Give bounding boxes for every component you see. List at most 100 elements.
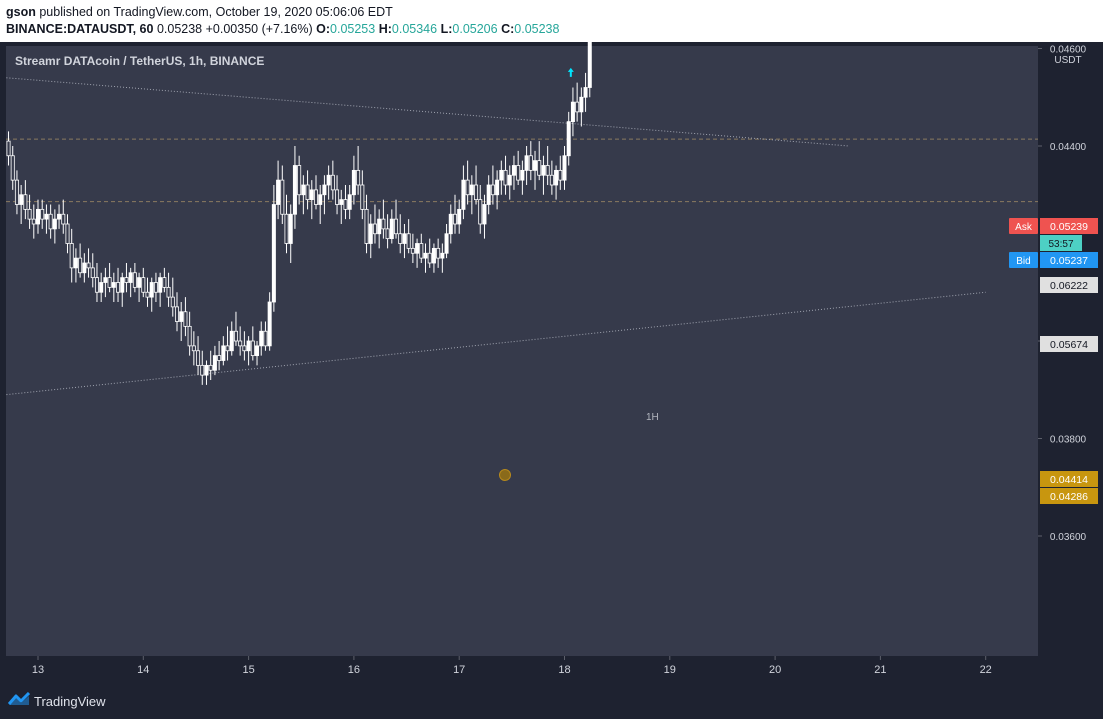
candle bbox=[179, 302, 184, 341]
candle bbox=[267, 292, 272, 351]
candle bbox=[419, 233, 424, 263]
currency-label: USDT bbox=[1054, 55, 1081, 66]
candle bbox=[103, 267, 108, 298]
candle bbox=[562, 146, 567, 190]
candle bbox=[423, 243, 428, 273]
time-axis[interactable]: 13 14 15 16 17 18 19 20 21 22 bbox=[32, 656, 992, 676]
candle bbox=[575, 82, 580, 122]
candle bbox=[204, 360, 209, 385]
price-label-value: 53:57 bbox=[1048, 239, 1073, 250]
candle bbox=[347, 185, 352, 220]
candle bbox=[335, 175, 340, 215]
x-tick-label: 21 bbox=[874, 664, 886, 676]
y-tick-label: 0.04600 bbox=[1050, 45, 1087, 56]
candle bbox=[330, 160, 335, 200]
candle bbox=[503, 155, 508, 195]
candle bbox=[23, 180, 28, 220]
candle bbox=[263, 321, 268, 351]
candle bbox=[554, 165, 559, 200]
candle bbox=[61, 199, 66, 234]
horizontal-levels bbox=[6, 138, 1038, 203]
price-label-value: 0.04414 bbox=[1050, 474, 1088, 486]
author-name[interactable]: gson bbox=[6, 5, 36, 19]
x-tick-label: 20 bbox=[769, 664, 781, 676]
candle bbox=[128, 267, 133, 298]
high-value: 0.05346 bbox=[391, 22, 438, 36]
candle bbox=[297, 155, 302, 205]
publish-header: gson published on TradingView.com, Octob… bbox=[0, 0, 1103, 42]
candle bbox=[183, 297, 188, 337]
candle bbox=[570, 87, 575, 137]
candle bbox=[469, 175, 474, 215]
candlestick-chart[interactable]: 1H Streamr DATAcoin / TetherUS, 1h, BINA… bbox=[0, 0, 1103, 682]
candle bbox=[427, 238, 432, 268]
candle bbox=[200, 350, 205, 385]
candle bbox=[158, 272, 163, 307]
candle bbox=[229, 321, 234, 356]
price-label-bid: Bid 0.05237 bbox=[1009, 252, 1098, 268]
event-marker-icon[interactable] bbox=[499, 469, 511, 481]
candle bbox=[280, 165, 285, 224]
candle bbox=[313, 175, 318, 210]
close-value: 0.05238 bbox=[514, 22, 560, 36]
candle bbox=[225, 326, 230, 361]
price-label-value: 0.05239 bbox=[1050, 221, 1088, 233]
candle bbox=[10, 146, 15, 190]
price-label-value: 0.06222 bbox=[1050, 280, 1088, 292]
candle bbox=[305, 170, 310, 210]
low-value: 0.05206 bbox=[452, 22, 498, 36]
candle bbox=[149, 277, 154, 312]
candle bbox=[368, 214, 373, 259]
candle bbox=[44, 204, 49, 234]
candle bbox=[478, 185, 483, 234]
y-tick-label: 0.03800 bbox=[1050, 435, 1087, 446]
price-label-gold-low: 0.04286 bbox=[1040, 488, 1098, 504]
trendline[interactable] bbox=[6, 291, 986, 396]
candle bbox=[82, 253, 87, 283]
candle bbox=[452, 194, 457, 234]
candle bbox=[448, 204, 453, 244]
candle bbox=[90, 253, 95, 288]
price-labels: Ask 0.05239 53:57 Bid 0.05237 0.06222 0.05674 0… bbox=[1009, 218, 1098, 504]
candle bbox=[187, 311, 192, 356]
candle bbox=[351, 155, 356, 205]
symbol-ohlc-line: BINANCE:DATAUSDT, 60 0.05238 +0.00350 (+… bbox=[6, 22, 559, 36]
x-tick-label: 22 bbox=[980, 664, 992, 676]
tradingview-brand[interactable]: TradingView bbox=[34, 694, 106, 709]
price-label-value: 0.05237 bbox=[1050, 255, 1088, 267]
price-label-ask: Ask 0.05239 bbox=[1009, 218, 1098, 234]
tradingview-logo-icon[interactable] bbox=[8, 692, 30, 706]
candle bbox=[19, 185, 24, 224]
chart-area[interactable]: 1H Streamr DATAcoin / TetherUS, 1h, BINA… bbox=[0, 0, 1103, 682]
candle bbox=[461, 165, 466, 220]
candle bbox=[78, 243, 83, 278]
candle bbox=[326, 165, 331, 200]
x-tick-label: 15 bbox=[242, 664, 254, 676]
price-label-level-b: 0.05674 bbox=[1040, 336, 1098, 352]
last-price: 0.05238 bbox=[156, 22, 203, 36]
candle bbox=[482, 194, 487, 239]
candle bbox=[410, 233, 415, 263]
candle bbox=[524, 146, 529, 185]
candle bbox=[191, 331, 196, 366]
y-tick-label: 0.04400 bbox=[1050, 142, 1087, 153]
published-text: published on TradingView.com, October 19… bbox=[39, 5, 393, 19]
symbol-name: BINANCE:DATAUSDT, 60 bbox=[6, 22, 154, 36]
candle bbox=[558, 155, 563, 190]
candle bbox=[440, 243, 445, 273]
timeframe-annotation: 1H bbox=[646, 412, 659, 423]
candle bbox=[238, 326, 243, 356]
candle bbox=[457, 199, 462, 234]
candle bbox=[372, 204, 377, 244]
low-label: L: bbox=[440, 22, 453, 36]
candle bbox=[309, 180, 314, 220]
candle bbox=[415, 238, 420, 268]
chart-title: Streamr DATAcoin / TetherUS, 1h, BINANCE bbox=[15, 54, 264, 68]
candle bbox=[288, 204, 293, 263]
candle bbox=[381, 199, 386, 239]
candle bbox=[533, 150, 538, 190]
candle bbox=[486, 175, 491, 215]
candle bbox=[107, 263, 112, 293]
candle bbox=[545, 146, 550, 185]
candle bbox=[73, 248, 78, 283]
